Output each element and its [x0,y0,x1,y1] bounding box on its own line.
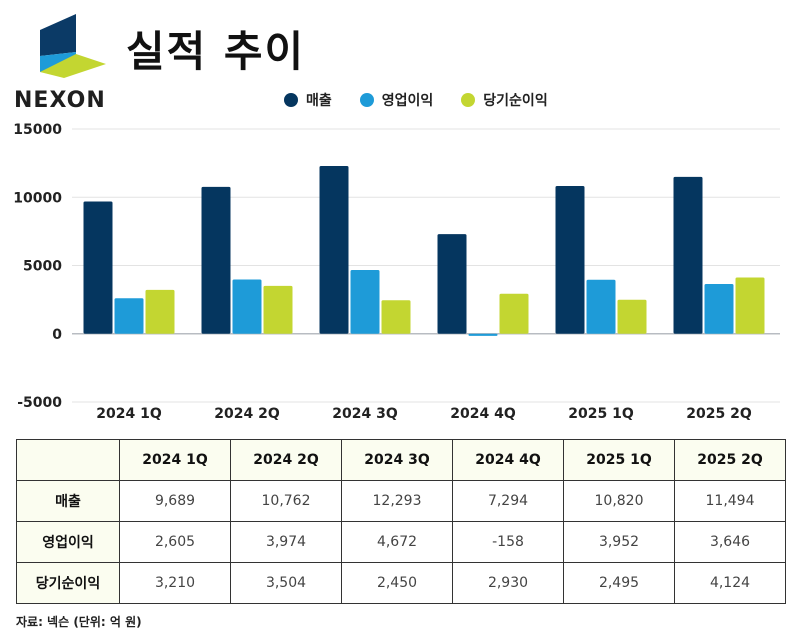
legend-label: 당기순이익 [483,93,548,109]
table-cell: 2,495 [563,562,675,604]
table-cell: 3,974 [230,521,342,563]
table-cell: 2,930 [452,562,564,604]
y-tick-label: 15000 [13,122,62,138]
x-tick-label: 2025 1Q [568,406,634,422]
bar-net-income [145,289,175,334]
x-tick-label: 2025 2Q [686,406,752,422]
table-cell: 10,762 [230,480,342,522]
column-header: 2025 1Q [563,439,675,481]
table-cell: 9,689 [119,480,231,522]
bar-chart: 15000 10000 5000 0 -5000 2024 1Q 2024 2Q 2024 3… [13,122,780,422]
column-header: 2024 3Q [341,439,453,481]
table-cell: 2,450 [341,562,453,604]
legend-swatch [461,93,476,107]
y-tick-label: 5000 [23,259,62,275]
table-cell: 3,210 [119,562,231,604]
legend-swatch [359,93,374,107]
table-cell: 2,605 [119,521,231,563]
table-cell: 3,504 [230,562,342,604]
x-tick-label: 2024 2Q [214,406,280,422]
y-tick-label: 0 [52,327,62,343]
legend-item-operating-profit: 영업이익 [359,90,434,110]
legend-label: 영업이익 [381,93,434,109]
table-cell: 10,820 [563,480,675,522]
table-corner-cell [16,439,120,481]
bar-operating-profit [232,279,262,334]
table-cell: 3,952 [563,521,675,563]
table-cell: 7,294 [452,480,564,522]
table-cell: 12,293 [341,480,453,522]
bar-net-income [499,293,529,334]
bar-operating-profit [350,269,380,334]
page-title: 실적 추이 [126,27,306,76]
row-header: 당기순이익 [16,562,120,604]
bar-operating-profit [114,298,144,334]
y-tick-label: -5000 [17,395,62,411]
bar-revenue [555,186,585,334]
x-tick-label: 2024 1Q [96,406,162,422]
table-cell: 11,494 [674,480,786,522]
bar-operating-profit [586,279,616,334]
legend-item-revenue: 매출 [284,90,332,110]
table-header-row: 2024 1Q 2024 2Q 2024 3Q 2024 4Q 2025 1Q … [16,439,786,481]
row-header: 매출 [16,480,120,522]
table-cell: 4,124 [674,562,786,604]
column-header: 2024 2Q [230,439,342,481]
brand-name: NEXON [14,88,106,113]
table-row: 당기순이익 3,210 3,504 2,450 2,930 2,495 4,12… [16,562,786,604]
column-header: 2024 4Q [452,439,564,481]
legend-label: 매출 [306,93,332,109]
bar-net-income [263,285,293,334]
bar-revenue [673,176,703,334]
table-cell: 3,646 [674,521,786,563]
table-cell: 4,672 [341,521,453,563]
bar-net-income [617,299,647,334]
x-tick-label: 2024 4Q [450,406,516,422]
source-note: 자료: 넥슨 (단위: 억 원) [16,615,142,629]
bar-net-income [381,300,411,334]
row-header: 영업이익 [16,521,120,563]
column-header: 2024 1Q [119,439,231,481]
table-cell: -158 [452,521,564,563]
chart-legend: 매출 영업이익 당기순이익 [284,90,548,110]
nexon-logo-icon [40,14,106,78]
data-table: 2024 1Q 2024 2Q 2024 3Q 2024 4Q 2025 1Q … [16,439,786,604]
bar-operating-profit [704,283,734,334]
x-tick-label: 2024 3Q [332,406,398,422]
column-header: 2025 2Q [674,439,786,481]
bar-revenue [201,186,231,334]
bar-revenue [437,234,467,334]
legend-swatch [284,93,298,107]
bar-operating-profit [468,333,498,336]
y-tick-label: 10000 [13,190,62,206]
bar-revenue [319,165,349,334]
bar-revenue [83,201,113,334]
bar-net-income [735,277,765,334]
table-row: 매출 9,689 10,762 12,293 7,294 10,820 11,4… [16,480,786,522]
table-row: 영업이익 2,605 3,974 4,672 -158 3,952 3,646 [16,521,786,563]
legend-item-net-income: 당기순이익 [461,90,548,110]
